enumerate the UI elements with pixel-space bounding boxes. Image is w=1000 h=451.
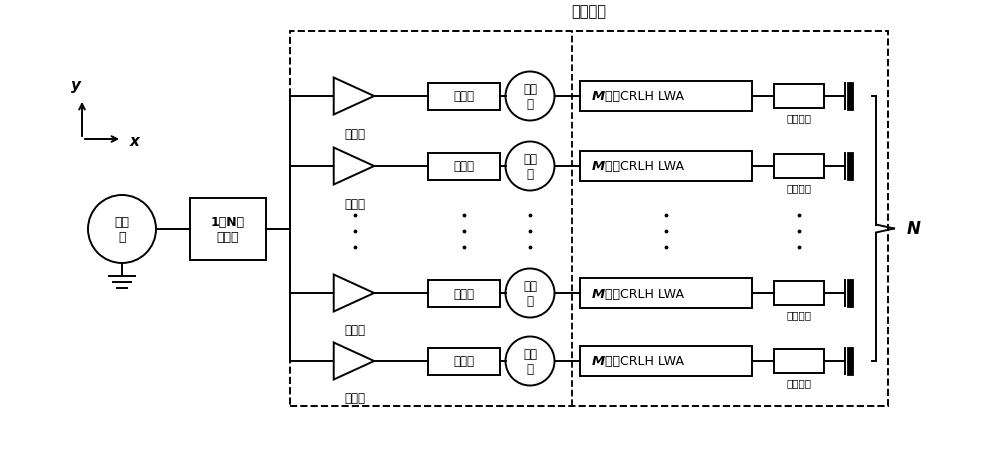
Text: 单元CRLH LWA: 单元CRLH LWA: [605, 90, 684, 103]
Bar: [580, 346, 752, 376]
Text: 放大器: 放大器: [344, 391, 366, 405]
Text: 放大器: 放大器: [344, 197, 366, 210]
Bar: [580, 82, 752, 112]
Bar: [428, 153, 500, 180]
Text: M: M: [592, 355, 605, 368]
Text: M: M: [592, 160, 605, 173]
Text: N: N: [907, 220, 921, 238]
Text: 馈电网络: 馈电网络: [572, 4, 606, 19]
Text: 衰减器: 衰减器: [454, 90, 475, 103]
Circle shape: [506, 142, 554, 191]
Circle shape: [506, 269, 554, 318]
Circle shape: [506, 337, 554, 386]
Text: 移相
器: 移相 器: [523, 152, 537, 180]
Bar: [580, 278, 752, 308]
Text: 匹配负载: 匹配负载: [786, 113, 812, 123]
Bar: [774, 155, 824, 179]
Text: 放大器: 放大器: [344, 324, 366, 337]
Polygon shape: [334, 343, 374, 380]
Text: 单元CRLH LWA: 单元CRLH LWA: [605, 355, 684, 368]
Text: 衰减器: 衰减器: [454, 355, 475, 368]
Text: 移相
器: 移相 器: [523, 83, 537, 111]
Text: 移相
器: 移相 器: [523, 279, 537, 307]
Text: M: M: [592, 287, 605, 300]
Text: 单元CRLH LWA: 单元CRLH LWA: [605, 160, 684, 173]
Bar: [428, 280, 500, 307]
Text: 单元CRLH LWA: 单元CRLH LWA: [605, 287, 684, 300]
Polygon shape: [334, 148, 374, 185]
Circle shape: [506, 72, 554, 121]
Circle shape: [88, 196, 156, 263]
Bar: [580, 152, 752, 182]
Polygon shape: [334, 78, 374, 115]
Bar: [428, 83, 500, 110]
Bar: [774, 349, 824, 373]
Text: 信号
源: 信号 源: [114, 216, 130, 244]
Bar: [290, 32, 888, 406]
Bar: [774, 281, 824, 305]
Bar: [774, 85, 824, 109]
Polygon shape: [334, 275, 374, 312]
Text: 移相
器: 移相 器: [523, 347, 537, 375]
Text: 衰减器: 衰减器: [454, 160, 475, 173]
Text: 匹配负载: 匹配负载: [786, 183, 812, 193]
Text: M: M: [592, 90, 605, 103]
Bar: [428, 348, 500, 375]
Text: 1分N路
功分器: 1分N路 功分器: [211, 216, 245, 244]
Text: y: y: [71, 78, 81, 93]
Text: x: x: [130, 134, 140, 149]
Bar: [190, 198, 266, 260]
Text: 匹配负载: 匹配负载: [786, 309, 812, 319]
Text: 放大器: 放大器: [344, 127, 366, 140]
Text: 衰减器: 衰减器: [454, 287, 475, 300]
Text: 匹配负载: 匹配负载: [786, 377, 812, 387]
